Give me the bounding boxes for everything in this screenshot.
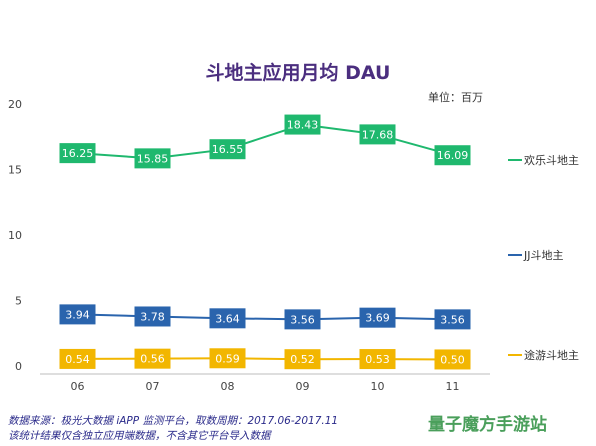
watermark-logo: 量子魔方手游站 xyxy=(428,415,547,435)
chart-title: 斗地主应用月均 DAU xyxy=(205,62,391,84)
data-label: 18.43 xyxy=(287,119,319,132)
data-label: 3.56 xyxy=(290,313,315,326)
legend-label: 欢乐斗地主 xyxy=(524,153,579,167)
data-point-marker xyxy=(284,114,321,135)
data-point-marker xyxy=(59,143,96,164)
x-tick-label: 07 xyxy=(146,380,160,393)
unit-label: 单位：百万 xyxy=(428,91,483,104)
x-tick-label: 09 xyxy=(296,380,310,393)
data-point-marker xyxy=(359,349,396,370)
data-point-marker xyxy=(359,307,396,328)
data-label: 0.56 xyxy=(140,353,165,366)
data-label: 17.68 xyxy=(362,128,394,141)
x-tick-label: 08 xyxy=(221,380,235,393)
series-line xyxy=(77,313,453,321)
legend-label: JJ斗地主 xyxy=(523,249,564,262)
data-point-marker xyxy=(209,139,246,160)
data-point-marker xyxy=(284,309,321,330)
data-point-marker xyxy=(134,348,171,369)
data-point-marker xyxy=(434,349,471,370)
data-point-marker xyxy=(359,124,396,145)
data-label: 16.09 xyxy=(437,149,469,162)
data-label: 3.64 xyxy=(215,312,240,325)
data-label: 3.94 xyxy=(65,308,90,321)
data-point-marker xyxy=(209,308,246,329)
data-point-marker xyxy=(134,148,171,169)
y-tick-label: 10 xyxy=(8,229,22,242)
series-line xyxy=(77,123,453,160)
y-tick-label: 20 xyxy=(8,98,22,111)
series-line xyxy=(77,357,453,361)
footnote-scope: 该统计结果仅含独立应用端数据，不含其它平台导入数据 xyxy=(8,430,271,442)
data-label: 0.59 xyxy=(215,352,240,365)
y-tick-label: 15 xyxy=(8,164,22,177)
data-label: 3.78 xyxy=(140,310,165,323)
x-tick-label: 06 xyxy=(71,380,85,393)
footnote-source: 数据来源：极光大数据 iAPP 监测平台，取数周期：2017.06-2017.1… xyxy=(8,415,339,427)
data-label: 0.53 xyxy=(365,353,390,366)
data-point-marker xyxy=(434,145,471,166)
x-tick-label: 11 xyxy=(446,380,460,393)
data-point-marker xyxy=(434,309,471,330)
y-tick-label: 5 xyxy=(15,295,22,308)
data-point-marker xyxy=(59,304,96,325)
data-label: 3.69 xyxy=(365,312,390,325)
data-point-marker xyxy=(284,349,321,370)
data-point-marker xyxy=(209,348,246,369)
data-point-marker xyxy=(59,348,96,369)
data-label: 3.56 xyxy=(440,313,465,326)
y-tick-label: 0 xyxy=(15,360,22,373)
data-label: 0.54 xyxy=(65,353,90,366)
data-label: 16.55 xyxy=(212,143,244,156)
data-label: 16.25 xyxy=(62,147,94,160)
data-label: 0.52 xyxy=(290,353,315,366)
x-tick-label: 10 xyxy=(371,380,385,393)
legend-label: 途游斗地主 xyxy=(524,348,579,362)
data-label: 0.50 xyxy=(440,353,465,366)
data-point-marker xyxy=(134,306,171,327)
data-label: 15.85 xyxy=(137,152,169,165)
